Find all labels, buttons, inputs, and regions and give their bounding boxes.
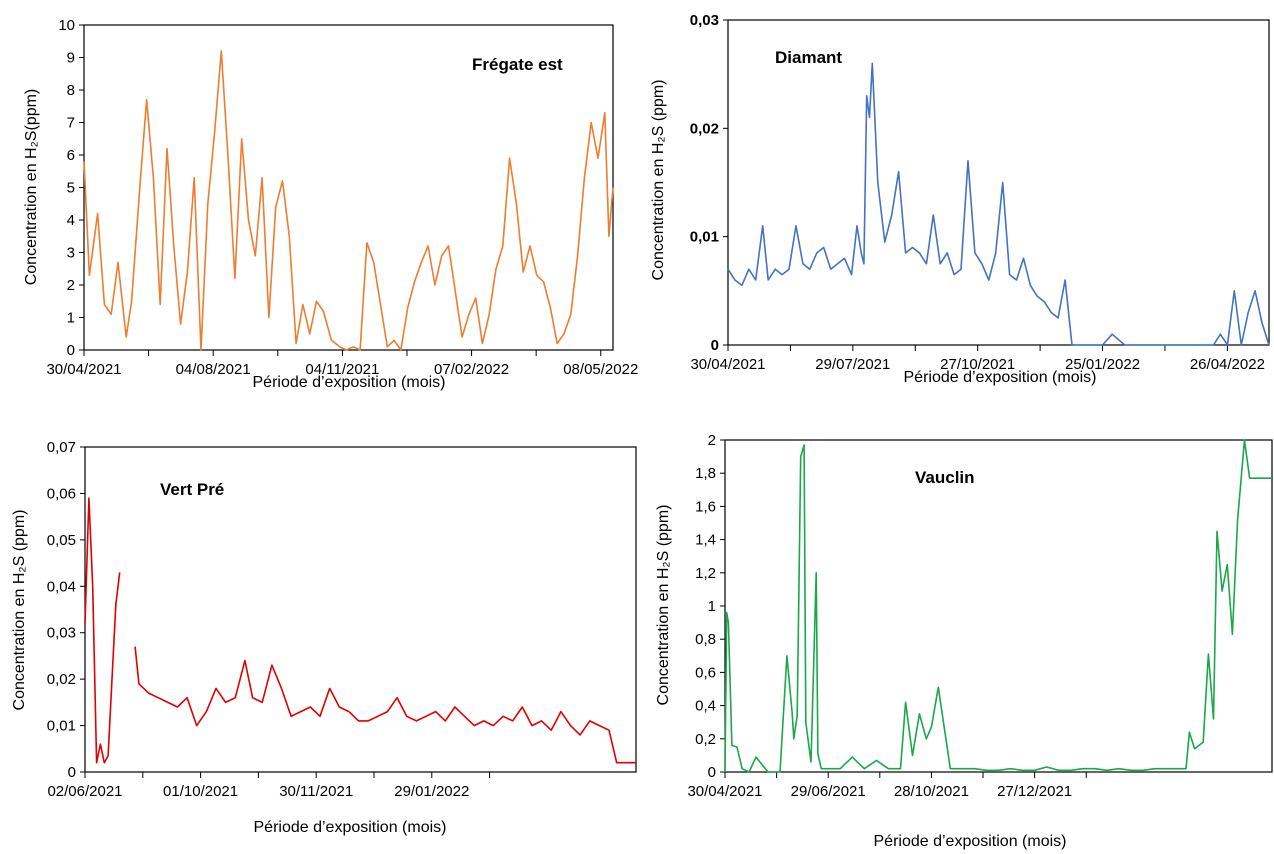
chart-vert-pre: 0 0,01 0,02 0,03 0,04 0,05 0,06 0,07 02/06/2021 0…	[11, 439, 637, 836]
chart-vauclin: 0 0,2 0,4 0,6 0,8 1 1,2 1,4 1,6 1,8 2 30/04/2021 29/…	[655, 432, 1273, 850]
y-tick-label: 1	[67, 310, 75, 327]
chart-title: Vauclin	[915, 468, 975, 487]
y-tick-label: 9	[67, 50, 75, 67]
y-tick-label: 2	[708, 432, 716, 449]
y-tick-label: 1,2	[695, 565, 716, 582]
y-tick-label: 0,05	[47, 532, 76, 549]
y-tick-label: 0,03	[47, 625, 76, 642]
x-tick-label: 27/10/2021	[940, 356, 1015, 373]
y-tick-label: 0,02	[47, 671, 76, 688]
y-tick-label: 10	[58, 17, 75, 34]
x-tick-label: 27/12/2021	[997, 783, 1072, 800]
y-tick-label: 0	[67, 342, 75, 359]
y-axis-title: Concentration en H₂S (ppm)	[11, 510, 28, 711]
x-tick-label: 02/06/2021	[47, 783, 122, 800]
x-tick-label: 25/01/2022	[1065, 356, 1140, 373]
series-line	[724, 439, 1272, 773]
y-tick-label: 0,6	[695, 664, 716, 681]
y-tick-label: 2	[67, 277, 75, 294]
x-tick-label: 29/06/2021	[791, 783, 866, 800]
y-tick-label: 5	[67, 180, 75, 197]
x-tick-label: 28/10/2021	[894, 783, 969, 800]
x-tick-label: 04/08/2021	[176, 361, 251, 378]
series-line	[83, 50, 614, 351]
y-tick-label: 4	[67, 212, 75, 229]
x-axis-title: Période d’exposition (mois)	[254, 819, 447, 836]
y-tick-label: 0,8	[695, 631, 716, 648]
series-line	[727, 62, 1270, 346]
x-tick-label: 30/04/2021	[687, 783, 762, 800]
y-tick-label: 1,8	[695, 465, 716, 482]
y-tick-label: 0,07	[47, 439, 76, 456]
chart-title: Vert Pré	[160, 480, 224, 499]
x-tick-label: 29/07/2021	[815, 356, 890, 373]
y-tick-label: 8	[67, 82, 75, 99]
x-tick-label: 07/02/2022	[434, 361, 509, 378]
x-tick-label: 30/04/2021	[46, 361, 121, 378]
y-tick-label: 0	[711, 337, 719, 354]
y-tick-label: 0,01	[690, 229, 719, 246]
y-tick-label: 0,06	[47, 485, 76, 502]
y-tick-label: 6	[67, 147, 75, 164]
y-tick-label: 1,4	[695, 532, 716, 549]
y-tick-label: 0,4	[695, 698, 716, 715]
x-tick-label: 08/05/2022	[563, 361, 638, 378]
x-axis-title: Période d’exposition (mois)	[904, 369, 1097, 386]
chart-title: Frégate est	[472, 55, 563, 74]
y-tick-label: 0,2	[695, 731, 716, 748]
y-axis-title: Concentration en H₂S (ppm)	[655, 505, 672, 706]
series-line	[84, 497, 121, 764]
y-axis-title: Concentration en H₂S(ppm)	[23, 89, 40, 286]
x-tick-label: 30/11/2021	[279, 783, 353, 800]
x-tick-label: 26/04/2022	[1190, 356, 1265, 373]
x-tick-label: 29/01/2022	[394, 783, 469, 800]
y-tick-label: 0,02	[690, 120, 719, 137]
x-tick-label: 04/11/2021	[305, 361, 379, 378]
y-tick-label: 0	[708, 764, 716, 781]
chart-fregate-est: 0 1 2 3 4 5 6 7 8 9 10 30/04/2021 04/08/2021 04/11/20…	[23, 17, 638, 391]
x-tick-label: 01/10/2021	[163, 783, 238, 800]
y-tick-label: 0	[68, 764, 76, 781]
y-tick-label: 1,6	[695, 498, 716, 515]
series-line	[134, 646, 636, 764]
x-axis-title: Période d’exposition (mois)	[874, 833, 1067, 850]
plot-frame	[727, 19, 1270, 346]
x-tick-label: 30/04/2021	[690, 356, 765, 373]
y-tick-label: 7	[67, 115, 75, 132]
y-tick-label: 1	[708, 598, 716, 615]
x-axis-title: Période d’exposition (mois)	[253, 374, 446, 391]
y-axis-title: Concentration en H₂S (ppm)	[650, 80, 667, 281]
y-tick-label: 0,03	[690, 12, 719, 29]
plot-frame	[724, 439, 1273, 773]
y-tick-label: 0,04	[47, 578, 76, 595]
chart-title: Diamant	[775, 48, 842, 67]
y-tick-label: 0,01	[47, 718, 76, 735]
y-tick-label: 3	[67, 245, 75, 262]
chart-diamant: 0 0,01 0,02 0,03 30/04/2021 29/07/2021 27/10/2…	[650, 12, 1270, 386]
